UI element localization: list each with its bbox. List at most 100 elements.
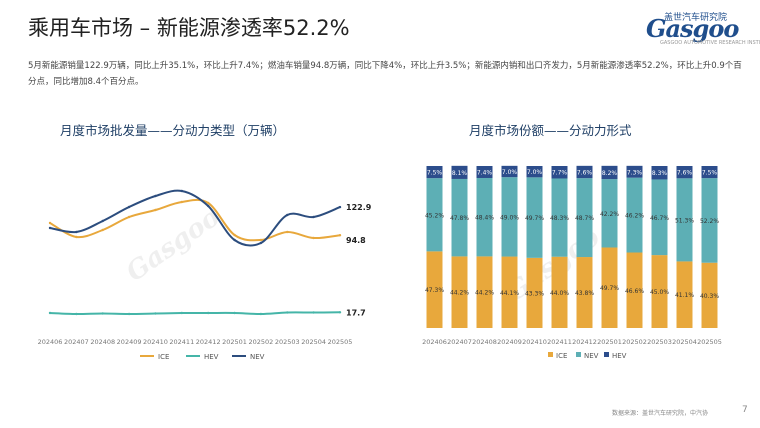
bar-value-label: 7.6%	[677, 170, 693, 177]
bar-segment-ice	[651, 255, 668, 328]
bar-segment-hev	[576, 165, 593, 179]
data-point-nev	[101, 219, 104, 223]
bar-segment-ice	[601, 247, 618, 328]
bar-value-label: 44.0%	[550, 290, 569, 297]
bar-value-label: 7.0%	[502, 169, 518, 176]
gasgoo-logo: Gasgoo 盖世汽车研究院 GASGOO AUTOMOTIVE RESEARC…	[646, 10, 760, 46]
bar-value-label: 46.2%	[625, 213, 644, 220]
bar-value-label: 7.7%	[552, 170, 568, 177]
bar-segment-ice	[476, 256, 493, 328]
bar-segment-ice	[576, 257, 593, 328]
x-tick-label: 202412	[196, 338, 221, 346]
bar-segment-nev	[701, 178, 718, 263]
bar-segment-nev	[576, 178, 593, 258]
bar-segment-hev	[676, 166, 693, 179]
bar-value-label: 43.3%	[525, 290, 544, 297]
bar-value-label: 45.0%	[650, 289, 669, 296]
x-tick-label: 202407	[64, 338, 89, 346]
data-point-ice	[180, 200, 184, 204]
bar-segment-ice	[701, 262, 718, 328]
legend-swatch-hev	[604, 352, 609, 357]
data-point-nev	[180, 189, 184, 193]
bar-segment-hev	[701, 166, 718, 179]
bar-value-label: 46.6%	[625, 288, 644, 295]
x-tick-label: 202503	[275, 338, 300, 346]
bar-value-label: 8.1%	[452, 170, 468, 177]
end-value-label: 122.9	[346, 203, 372, 212]
page-number: 7	[742, 405, 748, 415]
x-tick-label: 202502	[622, 338, 647, 346]
x-tick-label: 202407	[447, 338, 472, 346]
x-tick-label: 202504	[672, 338, 697, 346]
bar-value-label: 40.3%	[700, 293, 719, 300]
bar-value-label: 51.3%	[675, 217, 694, 224]
bar-value-label: 7.3%	[627, 169, 643, 176]
bar-value-label: 47.8%	[450, 215, 469, 222]
bar-value-label: 7.5%	[702, 170, 718, 177]
series-line-nev	[49, 189, 341, 247]
data-point-hev	[338, 311, 342, 314]
bar-value-label: 47.3%	[425, 287, 444, 294]
x-tick-label: 202408	[90, 338, 115, 346]
bar-value-label: 7.6%	[577, 169, 593, 176]
data-point-ice	[338, 234, 342, 237]
bar-value-label: 8.3%	[652, 170, 668, 177]
data-point-nev	[154, 194, 157, 198]
data-point-ice	[233, 233, 236, 237]
x-tick-label: 202412	[572, 338, 597, 346]
bar-segment-hev	[526, 166, 543, 178]
bar-value-label: 7.4%	[477, 169, 493, 176]
data-point-nev	[48, 226, 52, 230]
data-point-hev	[154, 312, 157, 315]
bar-segment-ice	[526, 257, 543, 328]
bar-segment-hev	[476, 166, 493, 178]
legend-label: ICE	[556, 352, 567, 360]
data-point-hev	[180, 311, 184, 315]
bar-value-label: 7.5%	[427, 170, 443, 177]
bar-segment-ice	[626, 252, 643, 328]
data-point-hev	[233, 311, 236, 315]
x-tick-label: 202409	[117, 338, 142, 346]
bar-segment-hev	[426, 166, 443, 179]
legend-label: NEV	[250, 353, 265, 361]
bar-value-label: 42.2%	[600, 211, 619, 218]
bar-value-label: 43.8%	[575, 290, 594, 297]
data-point-ice	[101, 228, 104, 232]
data-point-nev	[259, 241, 263, 245]
logo-wordmark: Gasgoo	[646, 14, 739, 43]
bar-value-label: 52.2%	[700, 218, 719, 225]
x-tick-label: 202501	[222, 338, 247, 346]
bar-value-label: 49.7%	[525, 215, 544, 222]
bar-segment-hev	[501, 165, 518, 178]
data-point-nev	[127, 205, 131, 209]
bar-value-label: 45.2%	[425, 212, 444, 219]
data-point-ice	[75, 235, 78, 239]
logo-subtitle: GASGOO AUTOMOTIVE RESEARCH INSTITUTE	[660, 40, 760, 46]
bar-segment-nev	[651, 179, 668, 256]
data-point-hev	[101, 312, 104, 315]
x-tick-label: 202406	[422, 338, 447, 346]
bar-segment-hev	[451, 165, 468, 179]
data-point-nev	[233, 238, 236, 242]
end-value-label: 17.7	[346, 308, 366, 317]
data-point-hev	[286, 311, 289, 314]
bar-segment-hev	[551, 166, 568, 179]
x-tick-label: 202501	[597, 338, 622, 346]
bar-value-label: 48.7%	[575, 215, 594, 222]
bar-value-label: 46.7%	[650, 215, 669, 222]
data-point-nev	[312, 215, 315, 219]
end-value-label: 94.8	[346, 236, 366, 245]
bar-segment-ice	[426, 251, 443, 328]
bar-segment-nev	[526, 177, 543, 258]
data-point-nev	[75, 230, 78, 234]
bar-value-label: 8.2%	[602, 170, 618, 177]
data-point-hev	[75, 312, 78, 316]
legend-label: HEV	[204, 353, 219, 361]
x-tick-label: 202411	[547, 338, 572, 346]
bar-segment-ice	[676, 261, 693, 328]
data-source: 数据来源：盖世汽车研究院，中汽协	[612, 410, 709, 417]
bar-value-label: 48.4%	[475, 215, 494, 222]
data-point-ice	[127, 215, 131, 219]
bar-value-label: 44.2%	[475, 290, 494, 297]
